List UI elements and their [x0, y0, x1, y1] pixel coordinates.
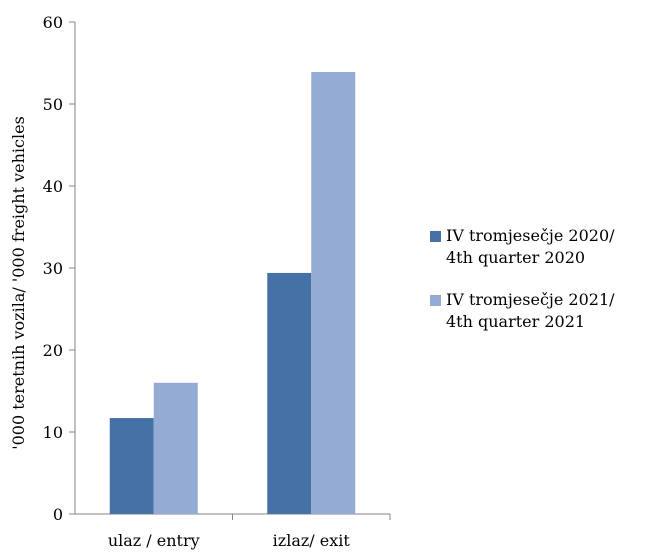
legend-label-2021-line2: 4th quarter 2021: [446, 312, 586, 331]
y-tick-label: 30: [43, 259, 63, 278]
y-axis-title: '000 teretnih vozila/ '000 freight vehic…: [9, 116, 28, 450]
legend-item-2020: IV tromjesečje 2020/ 4th quarter 2020: [430, 225, 645, 269]
chart-legend: IV tromjesečje 2020/ 4th quarter 2020 IV…: [430, 225, 645, 353]
legend-label-2020-line1: IV tromjesečje 2020/: [446, 226, 615, 245]
legend-label-2020-line2: 4th quarter 2020: [446, 248, 586, 267]
bar-2020-entry: [109, 418, 154, 514]
chart-bars: [109, 72, 356, 515]
legend-swatch-2020: [430, 231, 441, 242]
bar-2021-exit: [311, 72, 356, 515]
x-tick-label: ulaz / entry: [108, 531, 200, 550]
legend-swatch-2021: [430, 295, 441, 306]
bar-2021-entry: [153, 382, 198, 514]
legend-label-2021-line1: IV tromjesečje 2021/: [446, 290, 615, 309]
legend-item-2021: IV tromjesečje 2021/ 4th quarter 2021: [430, 289, 645, 333]
y-tick-label: 40: [43, 177, 63, 196]
y-tick-label: 10: [43, 423, 63, 442]
x-tick-label: izlaz/ exit: [273, 531, 351, 550]
y-tick-label: 50: [43, 95, 63, 114]
y-tick-label: 0: [53, 505, 63, 524]
x-axis-labels: ulaz / entry izlaz/ exit: [108, 514, 391, 550]
y-tick-label: 20: [43, 341, 63, 360]
bar-2020-exit: [267, 272, 312, 514]
y-tick-label: 60: [43, 13, 63, 32]
y-axis-ticks: 0 10 20 30 40 50 60: [43, 13, 75, 524]
